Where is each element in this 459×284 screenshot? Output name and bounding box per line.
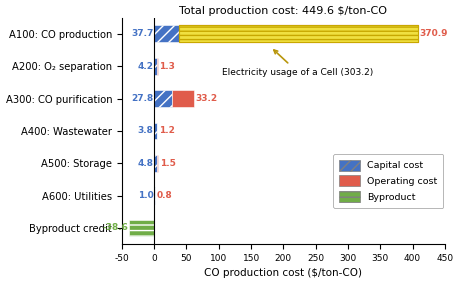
Text: 4.8: 4.8 <box>138 159 154 168</box>
Legend: Capital cost, Operating cost, Byproduct: Capital cost, Operating cost, Byproduct <box>334 154 443 208</box>
Text: 3.8: 3.8 <box>138 126 154 135</box>
Bar <box>154 187 155 204</box>
Bar <box>154 155 157 172</box>
Text: 27.8: 27.8 <box>131 94 154 103</box>
Text: 0.8: 0.8 <box>157 191 173 200</box>
Bar <box>157 155 158 172</box>
Bar <box>129 220 154 236</box>
Text: 37.7: 37.7 <box>131 30 154 38</box>
Text: -38.6: -38.6 <box>102 224 129 233</box>
Text: 1.0: 1.0 <box>138 191 154 200</box>
Title: Total production cost: 449.6 $/ton-CO: Total production cost: 449.6 $/ton-CO <box>179 6 387 16</box>
Bar <box>157 58 158 75</box>
Bar <box>154 122 157 139</box>
Bar <box>154 26 179 42</box>
X-axis label: CO production cost ($/ton-CO): CO production cost ($/ton-CO) <box>204 268 363 278</box>
Bar <box>179 26 418 42</box>
Bar <box>154 58 157 75</box>
Text: 1.3: 1.3 <box>159 62 175 71</box>
Text: 4.2: 4.2 <box>138 62 154 71</box>
Text: 33.2: 33.2 <box>195 94 218 103</box>
Bar <box>179 26 418 42</box>
Text: Electricity usage of a Cell (303.2): Electricity usage of a Cell (303.2) <box>222 50 373 77</box>
Bar <box>172 90 194 107</box>
Text: 370.9: 370.9 <box>420 30 448 38</box>
Text: 1.5: 1.5 <box>160 159 176 168</box>
Bar <box>154 90 172 107</box>
Text: 1.2: 1.2 <box>159 126 175 135</box>
